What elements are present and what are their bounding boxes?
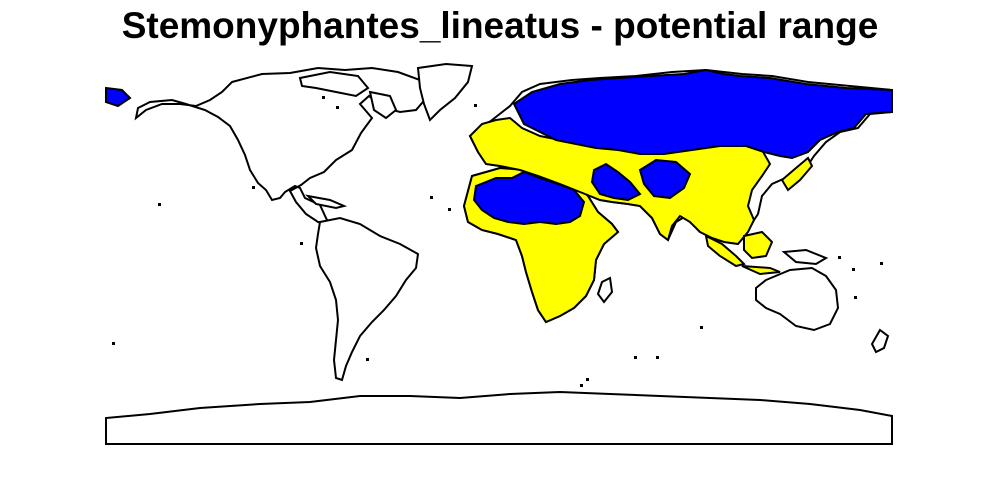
potential-range-japan xyxy=(780,156,814,192)
current-range-arabia xyxy=(590,162,642,202)
new-zealand-landmass xyxy=(870,328,890,354)
current-range-central-asia xyxy=(638,158,692,200)
arctic-islands xyxy=(298,70,370,98)
south-america-landmass xyxy=(314,216,420,382)
madagascar-landmass xyxy=(596,276,614,304)
north-america-landmass xyxy=(134,66,430,228)
caribbean-islands xyxy=(305,194,348,210)
new-guinea-landmass xyxy=(781,248,829,266)
current-range-alaska xyxy=(105,86,132,108)
baffin-island xyxy=(368,90,398,120)
greenland-landmass xyxy=(416,62,474,122)
small-islands xyxy=(112,96,883,387)
current-range-north-eurasia xyxy=(512,68,893,160)
potential-range-sumatra xyxy=(704,234,746,268)
current-range-north-africa xyxy=(472,170,586,226)
australia-landmass xyxy=(755,266,840,332)
potential-range-java xyxy=(741,265,781,276)
potential-range-borneo xyxy=(743,230,774,260)
map-title: Stemonyphantes_lineatus - potential rang… xyxy=(121,5,879,46)
antarctica-landmass xyxy=(105,390,893,445)
